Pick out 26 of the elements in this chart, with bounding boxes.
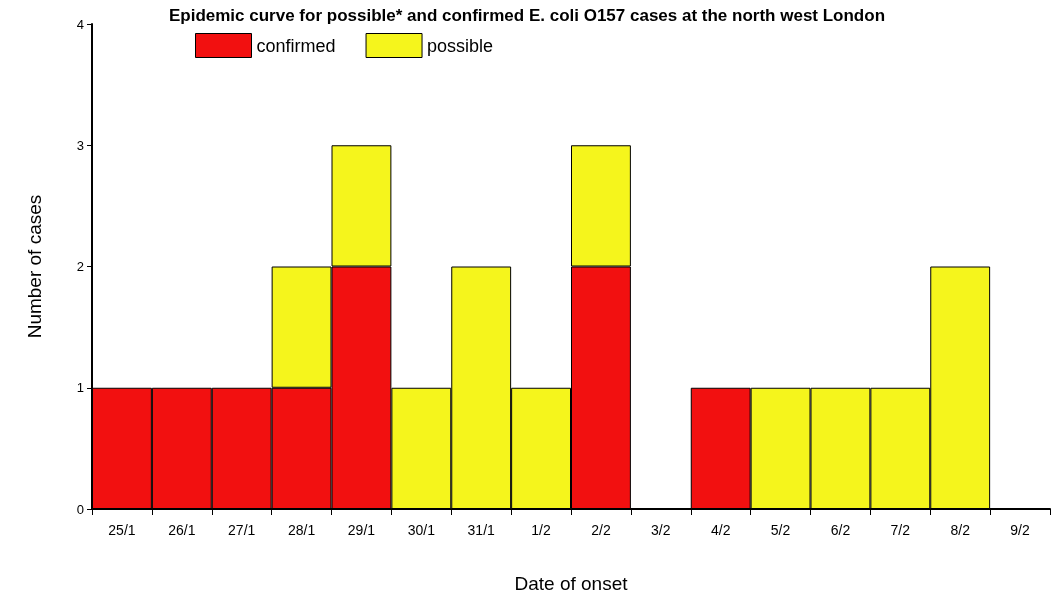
x-tick-label: 31/1: [467, 522, 496, 538]
x-tick-label: 6/2: [830, 522, 851, 538]
x-tick-label: 5/2: [770, 522, 791, 538]
x-tick-label: 30/1: [407, 522, 436, 538]
x-tick-label: 3/2: [651, 522, 671, 538]
legend-label: possible: [427, 35, 494, 56]
y-tick-label: 1: [76, 380, 84, 396]
x-tick-label: 26/1: [168, 522, 196, 538]
x-tick-label: 1/2: [531, 522, 551, 538]
x-tick-label: 29/1: [347, 522, 376, 538]
x-axis-title: Date of onset: [514, 573, 629, 594]
legend-label: confirmed: [256, 35, 336, 56]
x-tick-label: 9/2: [1010, 522, 1030, 538]
y-tick-label: 0: [76, 501, 84, 517]
x-tick-label: 25/1: [108, 522, 136, 538]
x-tick-label: 7/2: [890, 522, 911, 538]
y-tick-label: 3: [76, 137, 84, 153]
x-tick-label: 8/2: [950, 522, 971, 538]
chart-title: Epidemic curve for possible* and confirmed E. coli O157 cases at the north west London: [168, 6, 886, 25]
x-tick-label: 28/1: [287, 522, 316, 538]
y-tick-label: 4: [76, 16, 84, 32]
x-tick-label: 4/2: [710, 522, 731, 538]
x-tick-label: 27/1: [228, 522, 256, 538]
y-tick-label: 2: [76, 259, 84, 274]
y-axis-title: Number of cases: [24, 194, 45, 339]
x-tick-label: 2/2: [591, 522, 611, 538]
